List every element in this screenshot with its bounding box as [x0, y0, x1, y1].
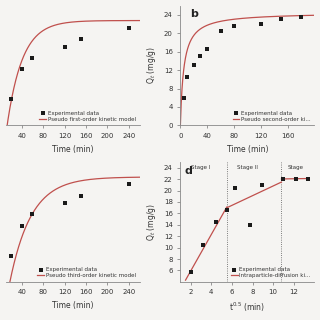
Point [191, 63, 196, 68]
Point [247, 222, 252, 227]
Legend: Experimental data, Pseudo second-order ki...: Experimental data, Pseudo second-order k… [231, 110, 312, 123]
Text: d: d [184, 165, 192, 176]
Point [181, 95, 186, 100]
Text: b: b [190, 9, 198, 19]
Point [204, 47, 210, 52]
Point [200, 242, 205, 247]
X-axis label: Time (min): Time (min) [52, 301, 93, 310]
Point [198, 54, 203, 59]
Point [8, 253, 13, 258]
X-axis label: t$^{0.5}$ (min): t$^{0.5}$ (min) [229, 301, 265, 315]
Legend: Experimental data, Intraparticle-diffusion ki...: Experimental data, Intraparticle-diffusi… [230, 266, 312, 279]
Point [299, 14, 304, 20]
Point [218, 28, 223, 34]
Point [280, 177, 285, 182]
Point [188, 269, 193, 274]
Point [19, 67, 24, 72]
Point [30, 212, 35, 217]
Text: Stage: Stage [288, 165, 304, 170]
X-axis label: Time (min): Time (min) [227, 145, 268, 154]
Point [306, 177, 311, 182]
Legend: Experimental data, Pseudo third-order kinetic model: Experimental data, Pseudo third-order ki… [36, 266, 137, 279]
Point [30, 55, 35, 60]
Text: Stage II: Stage II [237, 165, 258, 170]
Point [233, 185, 238, 190]
Point [126, 26, 132, 31]
Point [224, 208, 229, 213]
Point [62, 201, 67, 206]
Y-axis label: Q$_t$ (mg/g): Q$_t$ (mg/g) [145, 47, 158, 84]
Point [260, 182, 265, 188]
Legend: Experimental data, Pseudo first-order kinetic model: Experimental data, Pseudo first-order ki… [38, 110, 137, 123]
Point [278, 17, 284, 22]
Point [214, 219, 219, 224]
Text: Stage I: Stage I [191, 165, 211, 170]
Point [258, 21, 263, 27]
Point [294, 177, 299, 182]
Point [185, 75, 190, 80]
Y-axis label: Q$_t$ (mg/g): Q$_t$ (mg/g) [145, 203, 158, 241]
Point [78, 37, 83, 42]
Point [19, 223, 24, 228]
Point [78, 193, 83, 198]
X-axis label: Time (min): Time (min) [52, 145, 93, 154]
Point [62, 44, 67, 49]
Point [8, 97, 13, 102]
Point [126, 182, 132, 187]
Point [231, 24, 236, 29]
